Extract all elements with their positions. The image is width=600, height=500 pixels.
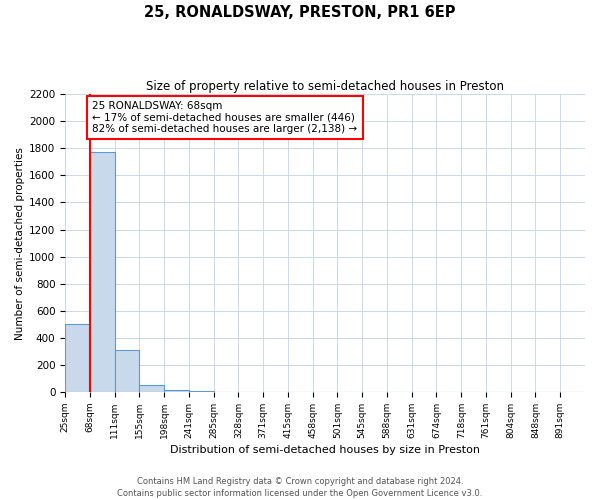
Bar <box>65 324 90 392</box>
Y-axis label: Number of semi-detached properties: Number of semi-detached properties <box>15 146 25 340</box>
Bar <box>115 350 139 392</box>
Text: 25 RONALDSWAY: 68sqm
← 17% of semi-detached houses are smaller (446)
82% of semi: 25 RONALDSWAY: 68sqm ← 17% of semi-detac… <box>92 101 358 134</box>
Bar <box>139 385 164 392</box>
Text: 25, RONALDSWAY, PRESTON, PR1 6EP: 25, RONALDSWAY, PRESTON, PR1 6EP <box>144 5 456 20</box>
Title: Size of property relative to semi-detached houses in Preston: Size of property relative to semi-detach… <box>146 80 504 93</box>
Bar <box>164 390 189 392</box>
Text: Contains HM Land Registry data © Crown copyright and database right 2024.
Contai: Contains HM Land Registry data © Crown c… <box>118 476 482 498</box>
Bar <box>90 152 115 392</box>
X-axis label: Distribution of semi-detached houses by size in Preston: Distribution of semi-detached houses by … <box>170 445 480 455</box>
